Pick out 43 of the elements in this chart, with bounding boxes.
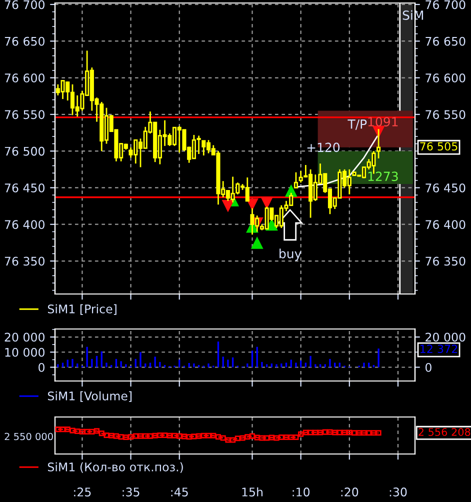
text: 2 550 000 bbox=[4, 432, 53, 440]
candlestick bbox=[294, 172, 298, 188]
y2-tick-label: 76 450 bbox=[426, 183, 466, 192]
legend-label: SiM1 (Кол-во отк.поз.) bbox=[48, 462, 183, 473]
y2-tick-label: 76 600 bbox=[426, 73, 466, 82]
legend-label: SiM1 [Price] bbox=[48, 304, 116, 315]
annotation: T/P bbox=[348, 120, 367, 130]
candlestick bbox=[376, 128, 381, 160]
y2-tick-label: 76 400 bbox=[426, 220, 466, 230]
x-tick-label: :10 bbox=[292, 488, 310, 496]
y-tick-label: 76 450 bbox=[4, 183, 44, 192]
y-tick-label: 76 350 bbox=[4, 256, 44, 266]
text: 2 556 208 bbox=[418, 428, 470, 436]
y-tick-label: 76 400 bbox=[4, 220, 44, 230]
y-tick-label: 76 600 bbox=[4, 73, 44, 82]
band-label: 1273 bbox=[368, 172, 398, 182]
y2-tick-label: 76 550 bbox=[426, 110, 466, 120]
y-tick-label: 0 bbox=[38, 362, 44, 372]
x-tick-label: :45 bbox=[171, 488, 188, 496]
text: 12 372 bbox=[420, 344, 458, 354]
annotation: buy bbox=[280, 248, 302, 261]
point bbox=[222, 200, 234, 212]
y-tick-label: 76 550 bbox=[4, 110, 44, 120]
x-tick-label: :35 bbox=[122, 488, 140, 496]
band-label: 1091 bbox=[368, 117, 398, 126]
y-tick-label: 76 650 bbox=[4, 36, 44, 46]
annotation: +120 bbox=[307, 142, 340, 152]
y-tick-label: 10 000 bbox=[5, 348, 44, 357]
y-tick-label: 76 700 bbox=[4, 0, 44, 10]
legend-label: SiM1 [Volume] bbox=[48, 391, 132, 402]
y2-tick-label: 76 350 bbox=[426, 256, 466, 266]
text: 76 505 bbox=[420, 142, 458, 151]
x-tick-label: :20 bbox=[341, 488, 358, 496]
y2-tick-label: 20 000 bbox=[426, 332, 466, 342]
point bbox=[250, 236, 264, 249]
y2-tick-label: 76 650 bbox=[426, 36, 466, 46]
y2-tick-label: 0 bbox=[426, 362, 432, 372]
x-tick-label: 15h bbox=[242, 487, 262, 496]
y2-tick-label: 76 700 bbox=[426, 0, 466, 10]
x-tick-label: :25 bbox=[74, 488, 91, 496]
y-tick-label: 20 000 bbox=[4, 332, 44, 342]
y-tick-label: 76 500 bbox=[4, 146, 44, 156]
x-tick-label: :30 bbox=[390, 488, 407, 496]
